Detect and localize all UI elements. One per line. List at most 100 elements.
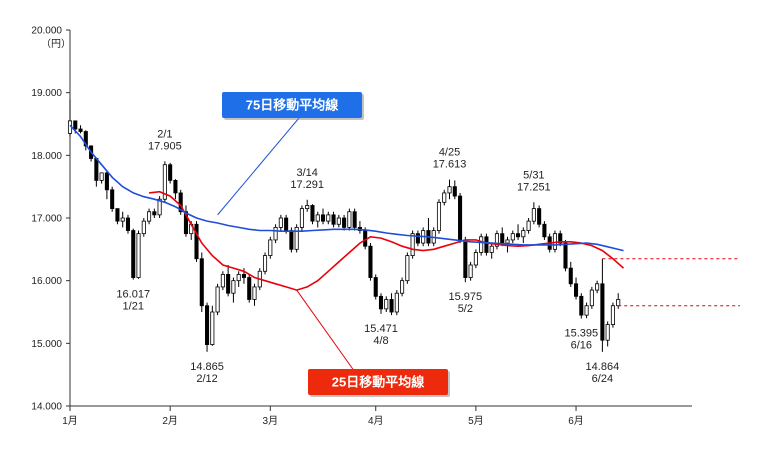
candlestick — [584, 302, 589, 319]
candlestick — [104, 171, 109, 200]
candle-body — [384, 299, 389, 310]
candle-body — [342, 217, 347, 228]
annotation-text: 6/16 — [571, 340, 592, 352]
candle-body — [241, 273, 246, 278]
candlestick — [215, 283, 220, 316]
candlestick — [268, 236, 273, 259]
candle-body — [199, 258, 204, 307]
candlestick — [147, 208, 152, 225]
annotation-text: 6/24 — [592, 373, 613, 385]
candlestick — [489, 243, 494, 259]
annotations: 16.0171/212/117.90514.8652/123/1417.2911… — [116, 128, 619, 385]
candlestick — [226, 265, 231, 297]
candlestick — [394, 290, 399, 316]
reference-lines — [602, 258, 740, 307]
candlestick — [400, 277, 405, 297]
candle-body — [110, 189, 115, 210]
candlestick — [347, 208, 352, 231]
candlestick — [115, 208, 120, 225]
y-tick-label: 18.000 — [31, 151, 62, 162]
candlestick — [521, 227, 526, 244]
candlestick — [494, 230, 500, 250]
candlestick — [199, 252, 204, 312]
candle-body — [600, 283, 605, 341]
annotation-text: 5/2 — [458, 303, 473, 315]
candle-body — [542, 223, 547, 238]
candle-body — [310, 205, 315, 222]
candlestick — [299, 205, 304, 231]
candle-body — [104, 172, 109, 191]
candlestick — [162, 161, 167, 203]
candlestick — [262, 252, 268, 275]
x-tick-label: 3月 — [263, 415, 279, 427]
annotation-text: 15.975 — [449, 291, 483, 303]
candlestick — [558, 230, 563, 247]
candlestick — [331, 211, 336, 228]
candlestick — [616, 293, 621, 309]
legend-box — [222, 92, 362, 118]
candle-body — [305, 205, 310, 209]
candle-body — [400, 280, 405, 294]
candle-body — [157, 198, 162, 216]
candle-body — [315, 214, 320, 222]
y-axis: 14.000 15.000 16.000 17.000 18.000 19.000 20.0… — [31, 26, 71, 413]
candlestick — [368, 243, 373, 281]
candle-body — [173, 179, 178, 194]
candle-body — [579, 295, 584, 316]
candlestick — [473, 249, 478, 269]
candle-body — [494, 233, 500, 247]
ma25-line — [149, 190, 625, 291]
candle-body — [584, 305, 589, 316]
candlestick — [537, 205, 542, 228]
candlestick — [294, 224, 299, 253]
candle-body — [94, 158, 99, 181]
candlestick — [384, 296, 389, 312]
candle-body — [226, 273, 231, 294]
candle-body — [378, 295, 384, 310]
candlestick — [563, 239, 568, 272]
candle-body — [141, 220, 146, 235]
candlestick — [410, 230, 415, 259]
candlestick — [531, 202, 536, 225]
candle-body — [73, 120, 78, 130]
candle-body — [436, 201, 442, 231]
candle-body — [183, 211, 189, 235]
candlestick — [320, 208, 326, 225]
candle-body — [131, 230, 136, 278]
candle-body — [215, 286, 220, 313]
candle-body — [268, 239, 273, 257]
candlestick — [373, 274, 378, 300]
x-tick-label: 4月 — [368, 415, 384, 427]
candle-body — [289, 230, 294, 250]
candle-body — [336, 217, 341, 225]
candlestick — [157, 196, 162, 218]
candle-body — [394, 292, 399, 313]
candlestick — [110, 186, 115, 212]
legend-pointer-line — [217, 117, 300, 216]
annotation-text: 16.017 — [116, 289, 150, 301]
candlestick — [236, 271, 241, 287]
candle-body — [442, 192, 447, 203]
legend-box — [308, 369, 448, 395]
candle-body — [489, 245, 494, 253]
candle-body — [505, 239, 510, 244]
candlestick — [516, 224, 521, 240]
candlestick — [310, 204, 315, 225]
candlestick — [589, 286, 594, 309]
candle-body — [463, 239, 468, 278]
candle-body — [415, 233, 420, 244]
candlestick — [247, 274, 252, 303]
candle-body — [284, 217, 289, 231]
candle-body — [120, 217, 125, 222]
candle-body — [405, 255, 410, 282]
candle-body — [368, 245, 373, 278]
candle-body — [162, 164, 167, 200]
candle-body — [521, 230, 526, 238]
candle-body — [83, 131, 88, 147]
